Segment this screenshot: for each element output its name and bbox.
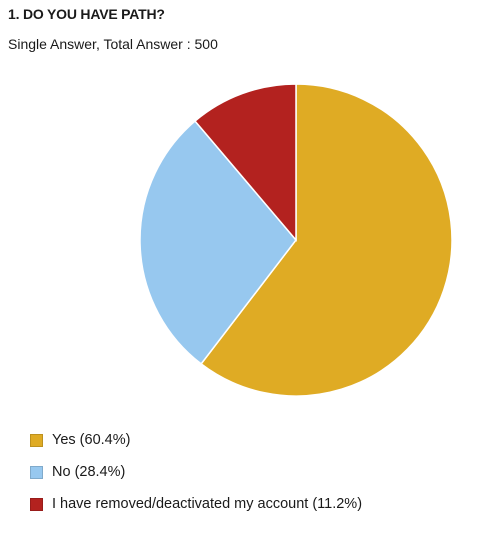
pie-slice-removed	[194, 83, 297, 243]
legend-label-no: No (28.4%)	[52, 464, 126, 480]
legend-label-yes: Yes (60.4%)	[52, 432, 131, 448]
legend-item-no: No (28.4%)	[30, 456, 362, 488]
pie-slice-yes	[200, 83, 453, 397]
legend-swatch-removed	[30, 497, 43, 511]
chart-title: 1. DO YOU HAVE PATH?	[8, 6, 165, 22]
chart-subtitle: Single Answer, Total Answer : 500	[8, 36, 218, 52]
legend-item-yes: Yes (60.4%)	[30, 424, 362, 456]
legend-item-removed: I have removed/deactivated my account (1…	[30, 488, 362, 520]
legend-label-removed: I have removed/deactivated my account (1…	[52, 496, 363, 512]
legend-swatch-yes	[30, 433, 43, 447]
legend-swatch-no	[30, 465, 43, 479]
legend: Yes (60.4%) No (28.4%) I have removed/de…	[30, 424, 362, 520]
pie-slice-no	[139, 120, 297, 365]
